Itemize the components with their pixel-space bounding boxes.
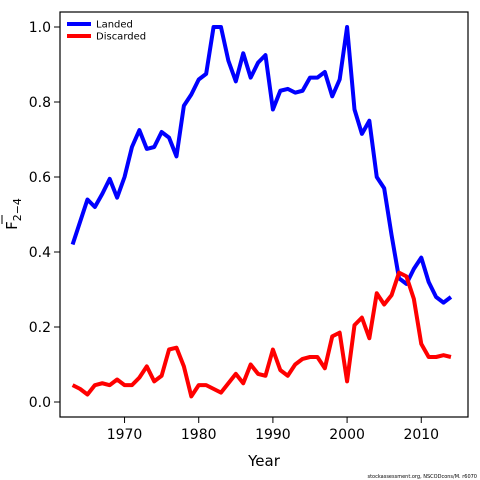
series-line-landed [70,25,453,305]
x-tick-label: 1990 [255,427,291,443]
x-tick-label: 1980 [181,427,217,443]
legend-label-landed: Landed [96,20,133,31]
svg-text:F2−4: F2−4 [3,198,24,230]
legend-label-discarded: Discarded [96,32,146,43]
series-line-discarded [71,270,452,399]
y-tick-label: 0.6 [29,170,51,186]
x-tick-label: 2000 [329,427,365,443]
x-axis-title: Year [247,452,281,470]
source-note: stockassessment.org, NSCODcons/M. r6070 [367,474,477,480]
y-tick-label: 0.2 [29,320,51,336]
x-tick-label: 1970 [107,427,143,443]
series-layer [70,25,453,399]
y-axis-title: F2−4 [1,198,24,230]
x-tick-label: 2010 [403,427,439,443]
y-axis: 0.0 0.2 0.4 0.6 0.8 1.0 [29,20,60,411]
plot-frame [59,11,469,418]
y-axis-title-sub: 2−4 [11,198,24,221]
y-tick-label: 1.0 [29,20,51,36]
y-tick-label: 0.4 [29,245,51,261]
y-tick-label: 0.8 [29,95,51,111]
y-tick-label: 0.0 [29,395,51,411]
y-axis-title-main: F [3,221,21,230]
x-axis: 1970 1980 1990 2000 2010 [107,417,439,443]
